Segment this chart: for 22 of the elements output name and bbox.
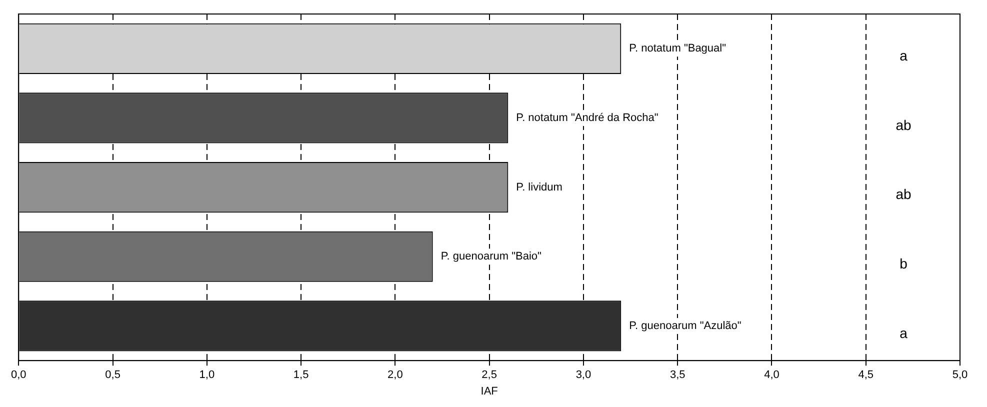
x-tick-label: 3,0 [576, 369, 592, 382]
x-tick-label: 2,5 [482, 369, 497, 382]
annotation: a [900, 48, 908, 64]
x-tick-label: 4,5 [858, 369, 874, 382]
x-tick-label: 0,5 [105, 369, 120, 382]
annotation: a [900, 324, 908, 341]
x-tick-label: 5,0 [952, 369, 968, 382]
annotation: ab [896, 186, 912, 202]
x-axis-title: IAF [480, 385, 498, 398]
x-tick-label: 4,0 [764, 369, 780, 382]
annotation: ab [896, 116, 912, 133]
x-tick-label: 0,0 [10, 369, 26, 382]
y-tick-label: P. guenoarum "Azulão" [629, 320, 742, 332]
y-tick-label: P. notatum "André da Rocha" [516, 112, 658, 124]
y-tick-label: P. guenoarum "Baio" [440, 250, 542, 263]
annotation: b [900, 255, 908, 272]
y-tick-label: P. notatum "Bagual" [629, 42, 726, 55]
x-tick-label: 1,5 [293, 369, 309, 382]
x-tick-label: 2,0 [388, 369, 403, 382]
x-tick-label: 1,0 [199, 369, 215, 382]
y-tick-label: P. lividum [516, 181, 562, 194]
x-tick-label: 3,5 [670, 369, 686, 382]
